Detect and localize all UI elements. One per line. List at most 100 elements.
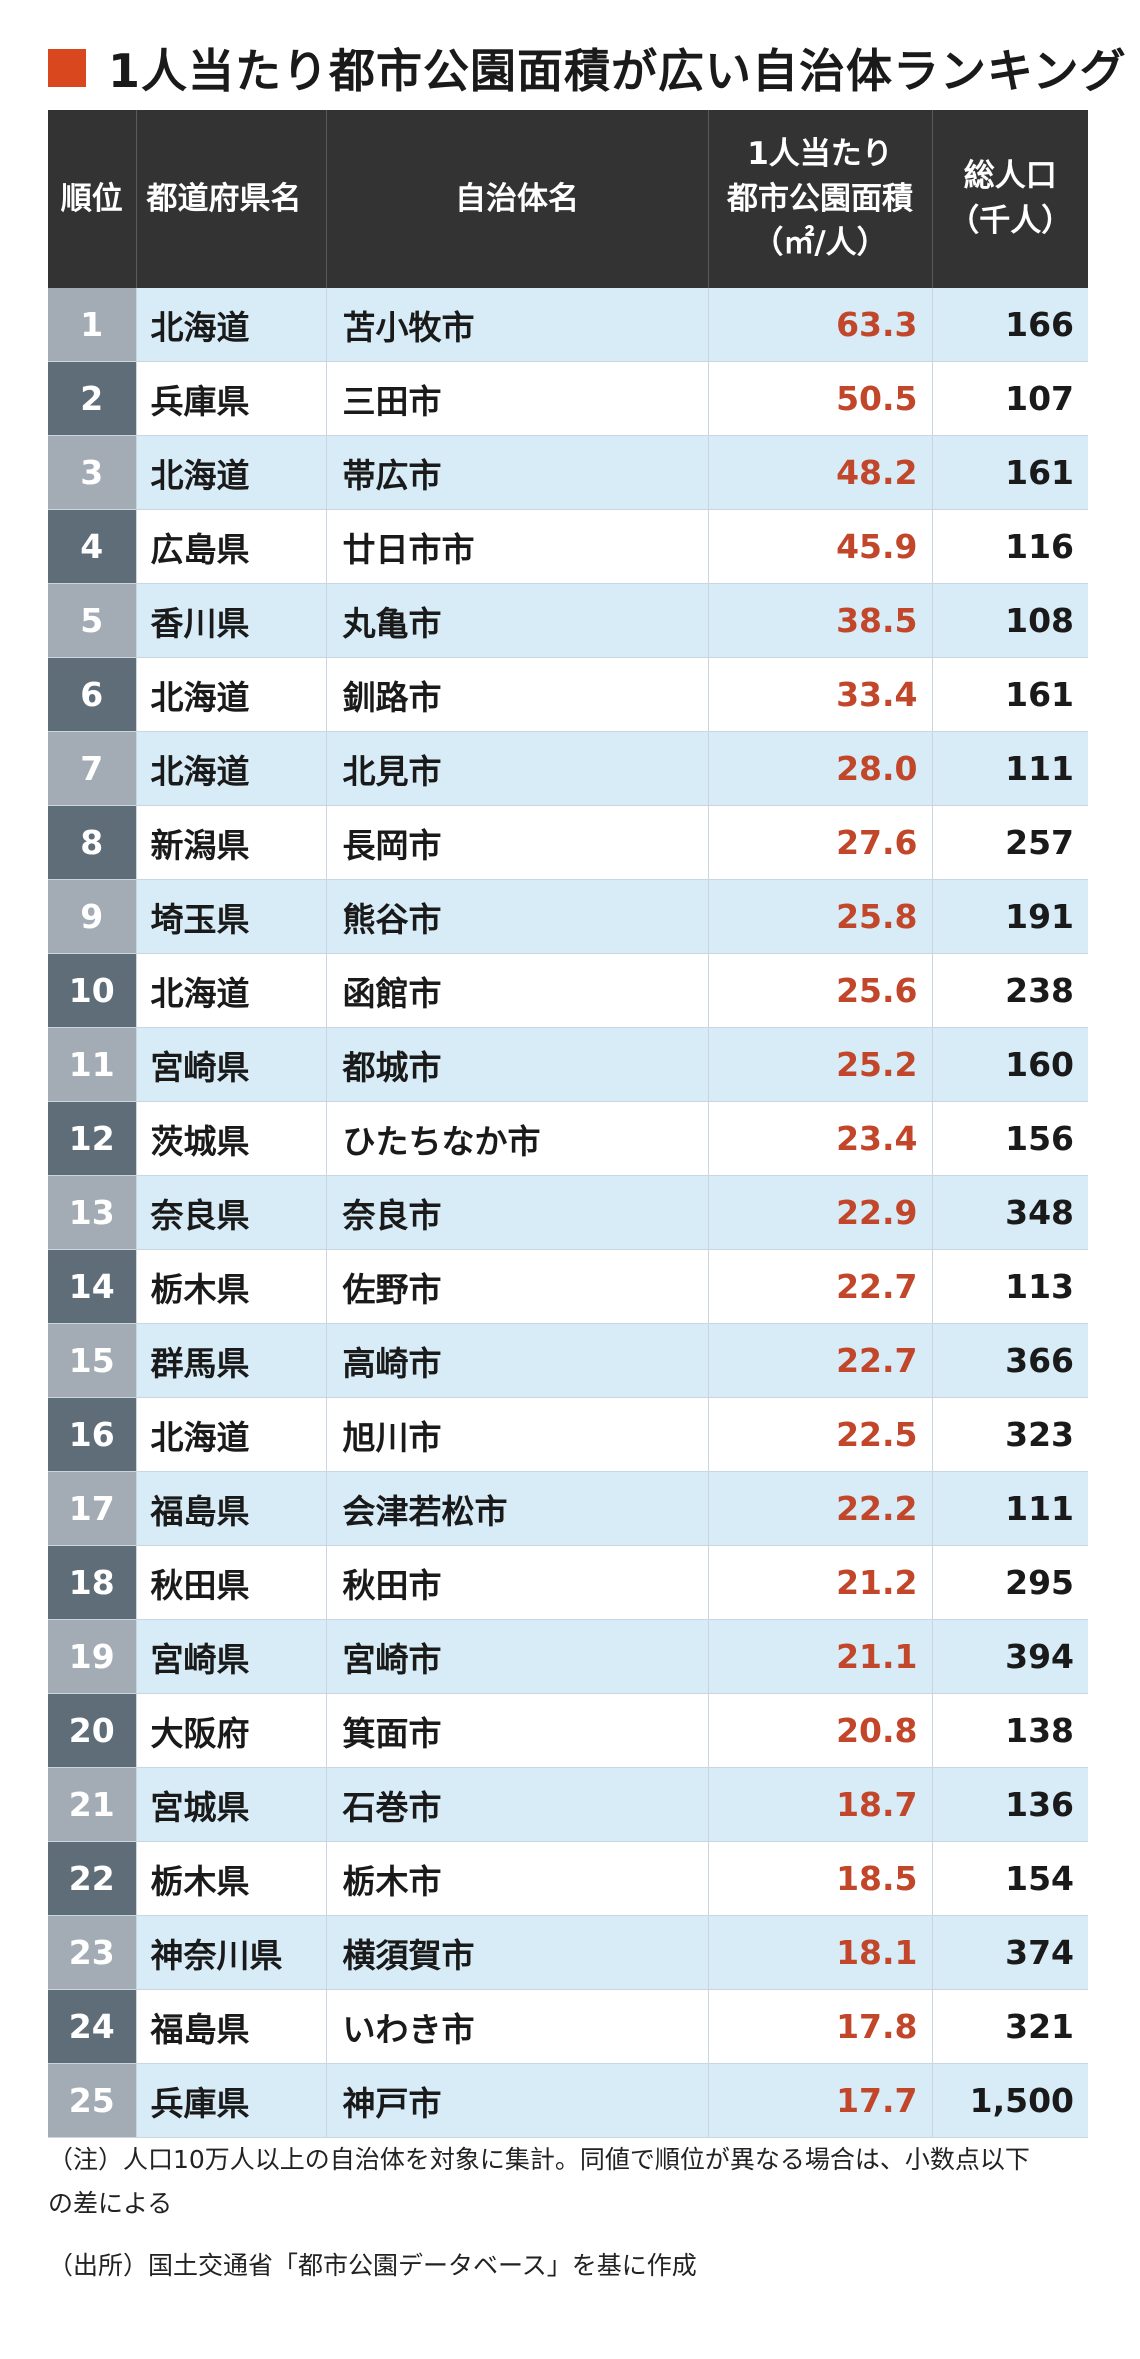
area-cell: 63.3 bbox=[708, 288, 933, 362]
population-cell: 374 bbox=[932, 1915, 1088, 1990]
prefecture-cell: 北海道 bbox=[136, 1397, 327, 1472]
header-area-line2: 都市公園面積 bbox=[727, 180, 913, 217]
rank-cell: 13 bbox=[48, 1175, 137, 1250]
area-cell: 48.2 bbox=[708, 435, 933, 510]
table-row: 17 福島県 会津若松市 22.2 111 bbox=[48, 1471, 1088, 1546]
prefecture-cell: 大阪府 bbox=[136, 1693, 327, 1768]
prefecture-cell: 宮崎県 bbox=[136, 1027, 327, 1102]
area-cell: 25.6 bbox=[708, 953, 933, 1028]
header-area: 1人当たり 都市公園面積 （㎡/人） bbox=[708, 110, 933, 288]
table-row: 15 群馬県 高崎市 22.7 366 bbox=[48, 1323, 1088, 1398]
table-row: 11 宮崎県 都城市 25.2 160 bbox=[48, 1027, 1088, 1102]
rank-cell: 14 bbox=[48, 1249, 137, 1324]
area-cell: 22.7 bbox=[708, 1249, 933, 1324]
population-cell: 257 bbox=[932, 805, 1088, 880]
table-row: 3 北海道 帯広市 48.2 161 bbox=[48, 435, 1088, 510]
rank-cell: 17 bbox=[48, 1471, 137, 1546]
population-cell: 295 bbox=[932, 1545, 1088, 1620]
table-row: 25 兵庫県 神戸市 17.7 1,500 bbox=[48, 2063, 1088, 2138]
municipality-cell: 奈良市 bbox=[326, 1175, 709, 1250]
prefecture-cell: 神奈川県 bbox=[136, 1915, 327, 1990]
municipality-cell: 廿日市市 bbox=[326, 509, 709, 584]
population-cell: 116 bbox=[932, 509, 1088, 584]
municipality-cell: 帯広市 bbox=[326, 435, 709, 510]
population-cell: 323 bbox=[932, 1397, 1088, 1472]
rank-cell: 23 bbox=[48, 1915, 137, 1990]
rank-cell: 6 bbox=[48, 657, 137, 732]
prefecture-cell: 福島県 bbox=[136, 1989, 327, 2064]
area-cell: 22.2 bbox=[708, 1471, 933, 1546]
area-cell: 27.6 bbox=[708, 805, 933, 880]
table-row: 20 大阪府 箕面市 20.8 138 bbox=[48, 1693, 1088, 1768]
prefecture-cell: 北海道 bbox=[136, 288, 327, 362]
prefecture-cell: 北海道 bbox=[136, 953, 327, 1028]
rank-cell: 5 bbox=[48, 583, 137, 658]
rank-cell: 21 bbox=[48, 1767, 137, 1842]
table-row: 2 兵庫県 三田市 50.5 107 bbox=[48, 361, 1088, 436]
rank-cell: 18 bbox=[48, 1545, 137, 1620]
area-cell: 17.8 bbox=[708, 1989, 933, 2064]
table-row: 5 香川県 丸亀市 38.5 108 bbox=[48, 583, 1088, 658]
rank-cell: 10 bbox=[48, 953, 137, 1028]
area-cell: 38.5 bbox=[708, 583, 933, 658]
population-cell: 111 bbox=[932, 731, 1088, 806]
area-cell: 21.1 bbox=[708, 1619, 933, 1694]
rank-cell: 4 bbox=[48, 509, 137, 584]
rank-cell: 24 bbox=[48, 1989, 137, 2064]
rank-cell: 25 bbox=[48, 2063, 137, 2138]
prefecture-cell: 福島県 bbox=[136, 1471, 327, 1546]
note-line-2: の差による bbox=[48, 2189, 173, 2218]
rank-cell: 8 bbox=[48, 805, 137, 880]
table-body: 1 北海道 苫小牧市 63.3 166 2 兵庫県 三田市 50.5 107 3 北海道 帯広市 48.2… bbox=[48, 288, 1088, 2138]
area-cell: 28.0 bbox=[708, 731, 933, 806]
table-row: 9 埼玉県 熊谷市 25.8 191 bbox=[48, 879, 1088, 954]
prefecture-cell: 栃木県 bbox=[136, 1249, 327, 1324]
population-cell: 161 bbox=[932, 657, 1088, 732]
table-row: 23 神奈川県 横須賀市 18.1 374 bbox=[48, 1915, 1088, 1990]
table-row: 19 宮崎県 宮崎市 21.1 394 bbox=[48, 1619, 1088, 1694]
source-note: （出所）国土交通省「都市公園データベース」を基に作成 bbox=[48, 2251, 697, 2280]
municipality-cell: 横須賀市 bbox=[326, 1915, 709, 1990]
municipality-cell: 旭川市 bbox=[326, 1397, 709, 1472]
population-cell: 138 bbox=[932, 1693, 1088, 1768]
population-cell: 238 bbox=[932, 953, 1088, 1028]
population-cell: 348 bbox=[932, 1175, 1088, 1250]
area-cell: 21.2 bbox=[708, 1545, 933, 1620]
municipality-cell: 釧路市 bbox=[326, 657, 709, 732]
title-accent-square bbox=[48, 49, 86, 87]
municipality-cell: 石巻市 bbox=[326, 1767, 709, 1842]
prefecture-cell: 広島県 bbox=[136, 509, 327, 584]
rank-cell: 12 bbox=[48, 1101, 137, 1176]
area-cell: 22.5 bbox=[708, 1397, 933, 1472]
area-cell: 22.9 bbox=[708, 1175, 933, 1250]
prefecture-cell: 北海道 bbox=[136, 731, 327, 806]
prefecture-cell: 北海道 bbox=[136, 657, 327, 732]
municipality-cell: 函館市 bbox=[326, 953, 709, 1028]
ranking-table: 順位 都道府県名 自治体名 1人当たり 都市公園面積 （㎡/人） 総人口 （千人… bbox=[48, 110, 1088, 2138]
table-row: 14 栃木県 佐野市 22.7 113 bbox=[48, 1249, 1088, 1324]
prefecture-cell: 兵庫県 bbox=[136, 361, 327, 436]
municipality-cell: 会津若松市 bbox=[326, 1471, 709, 1546]
prefecture-cell: 秋田県 bbox=[136, 1545, 327, 1620]
rank-cell: 3 bbox=[48, 435, 137, 510]
area-cell: 25.8 bbox=[708, 879, 933, 954]
municipality-cell: 秋田市 bbox=[326, 1545, 709, 1620]
table-row: 13 奈良県 奈良市 22.9 348 bbox=[48, 1175, 1088, 1250]
area-cell: 18.5 bbox=[708, 1841, 933, 1916]
population-cell: 113 bbox=[932, 1249, 1088, 1324]
rank-cell: 15 bbox=[48, 1323, 137, 1398]
table-row: 12 茨城県 ひたちなか市 23.4 156 bbox=[48, 1101, 1088, 1176]
population-cell: 156 bbox=[932, 1101, 1088, 1176]
prefecture-cell: 宮城県 bbox=[136, 1767, 327, 1842]
prefecture-cell: 栃木県 bbox=[136, 1841, 327, 1916]
municipality-cell: 苫小牧市 bbox=[326, 288, 709, 362]
table-row: 7 北海道 北見市 28.0 111 bbox=[48, 731, 1088, 806]
municipality-cell: 丸亀市 bbox=[326, 583, 709, 658]
area-cell: 23.4 bbox=[708, 1101, 933, 1176]
table-header-row: 順位 都道府県名 自治体名 1人当たり 都市公園面積 （㎡/人） 総人口 （千人… bbox=[48, 110, 1088, 288]
header-municipality: 自治体名 bbox=[326, 110, 709, 288]
municipality-cell: 佐野市 bbox=[326, 1249, 709, 1324]
header-pop-line1: 総人口 bbox=[963, 158, 1057, 195]
population-cell: 161 bbox=[932, 435, 1088, 510]
note-line-1: （注）人口10万人以上の自治体を対象に集計。同値で順位が異なる場合は、小数点以下 bbox=[48, 2145, 1030, 2174]
